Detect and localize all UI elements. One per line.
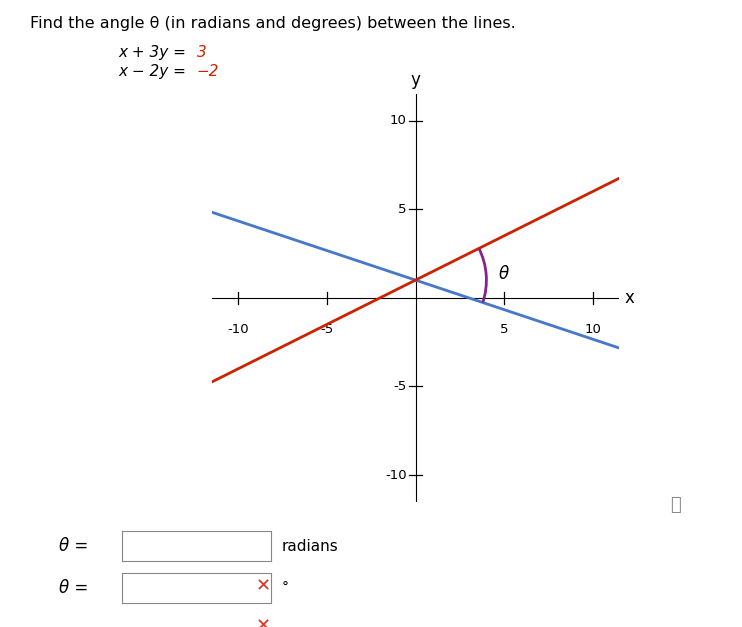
- Text: -10: -10: [228, 323, 249, 335]
- Text: θ =: θ =: [59, 537, 88, 555]
- Text: x: x: [625, 289, 634, 307]
- Text: θ: θ: [499, 265, 509, 283]
- Text: x + 3y =: x + 3y =: [119, 45, 191, 60]
- Text: ⓘ: ⓘ: [670, 496, 680, 514]
- Text: x − 2y =: x − 2y =: [119, 64, 191, 79]
- Text: -5: -5: [393, 380, 407, 393]
- Text: -10: -10: [385, 468, 407, 482]
- Text: 3: 3: [197, 45, 206, 60]
- Text: θ =: θ =: [59, 579, 88, 597]
- Text: ✕: ✕: [256, 577, 271, 595]
- Text: 10: 10: [584, 323, 601, 335]
- Text: 5: 5: [500, 323, 508, 335]
- Text: °: °: [282, 581, 289, 595]
- Text: ✕: ✕: [256, 617, 271, 627]
- Text: y: y: [410, 71, 421, 89]
- Text: radians: radians: [282, 539, 338, 554]
- Text: -5: -5: [321, 323, 334, 335]
- Text: −2: −2: [197, 64, 219, 79]
- Text: 10: 10: [390, 114, 407, 127]
- Text: 5: 5: [398, 203, 407, 216]
- Text: Find the angle θ (in radians and degrees) between the lines.: Find the angle θ (in radians and degrees…: [30, 16, 516, 31]
